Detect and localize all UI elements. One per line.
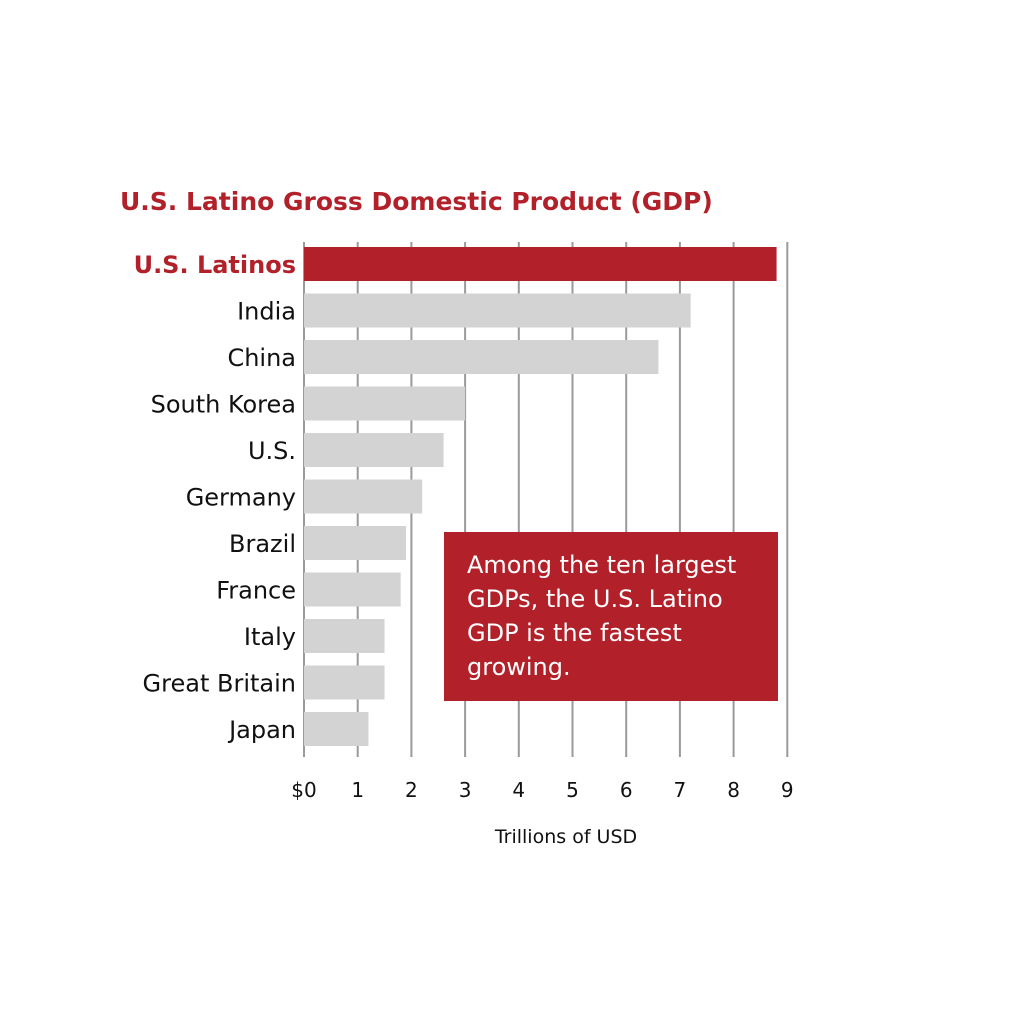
annotation-box: Among the ten largest GDPs, the U.S. Lat…: [444, 532, 778, 701]
category-label: Germany: [186, 484, 296, 512]
x-tick-label: 5: [566, 778, 579, 802]
x-tick-label: 7: [674, 778, 687, 802]
category-label: South Korea: [151, 391, 296, 419]
category-label: France: [216, 577, 296, 605]
bar: [304, 433, 444, 467]
x-tick-label: 9: [781, 778, 794, 802]
x-tick-label: $0: [291, 778, 316, 802]
x-tick-label: 6: [620, 778, 633, 802]
bar: [304, 479, 423, 514]
bar: [304, 247, 777, 281]
category-label: U.S. Latinos: [134, 251, 296, 279]
x-tick-label: 8: [727, 778, 740, 802]
category-label: U.S.: [248, 437, 296, 465]
x-tick-label: 2: [405, 778, 418, 802]
bar: [304, 386, 466, 421]
bar: [304, 665, 385, 700]
category-label: Japan: [227, 716, 296, 744]
annotation-text: Among the ten largest GDPs, the U.S. Lat…: [467, 551, 737, 681]
bar: [304, 293, 691, 328]
category-label: Brazil: [229, 530, 296, 558]
bar: [304, 526, 407, 560]
category-label: India: [237, 298, 296, 326]
category-label: Italy: [244, 623, 296, 651]
category-label: Great Britain: [143, 670, 296, 698]
category-label: China: [227, 344, 296, 372]
bar: [304, 712, 369, 746]
chart-title: U.S. Latino Gross Domestic Product (GDP): [120, 187, 713, 216]
bar: [304, 340, 659, 374]
x-tick-label: 3: [459, 778, 472, 802]
x-tick-label: 1: [351, 778, 364, 802]
x-tick-label: 4: [512, 778, 525, 802]
x-axis-title: Trillions of USD: [494, 826, 637, 848]
bar: [304, 572, 401, 607]
bar: [304, 619, 385, 653]
